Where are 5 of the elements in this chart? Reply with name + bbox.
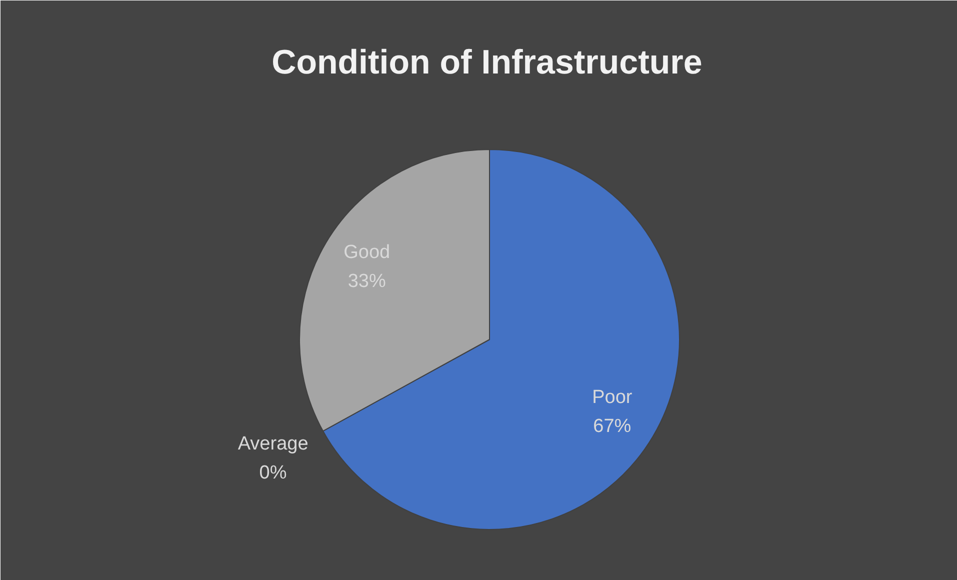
chart-title: Condition of Infrastructure xyxy=(272,44,702,82)
data-label: 67% xyxy=(593,416,632,438)
category-label: Average xyxy=(238,433,308,454)
slice-label: Poor xyxy=(592,386,633,408)
text: 0% xyxy=(259,462,287,484)
